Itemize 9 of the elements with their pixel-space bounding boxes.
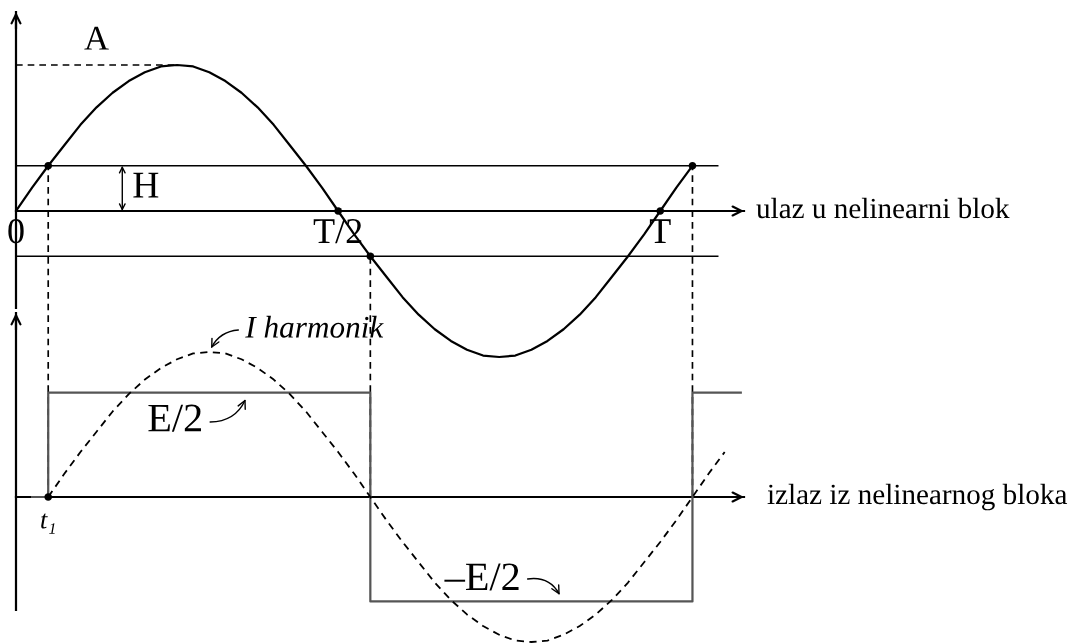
x-tick-label: T [649, 219, 671, 243]
text: A [84, 26, 109, 50]
annotation: t₁ [41, 513, 55, 534]
annotation: –E/2 [444, 563, 519, 591]
annotation: E/2 [148, 404, 201, 432]
x-axis-title: ulaz u nelinearni blok [756, 197, 1010, 219]
annotation: I harmonik [245, 315, 384, 338]
x-axis-title: izlaz iz nelinearnog bloka [767, 483, 1068, 511]
ref-line-label: H [133, 172, 159, 198]
